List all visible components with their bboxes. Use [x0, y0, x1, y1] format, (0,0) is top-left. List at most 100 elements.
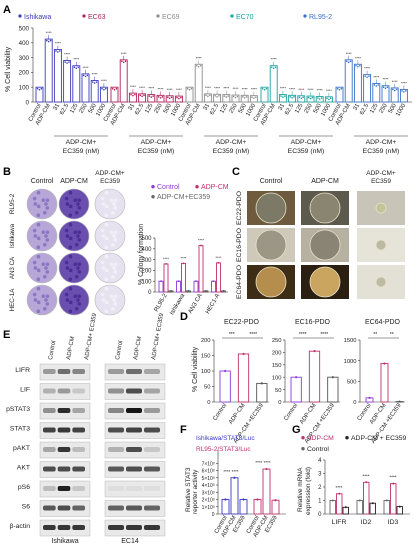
panel-a-legend: Ishikawa EC63 EC69 EC70 RL95-2 — [18, 14, 332, 21]
b-dot-1-1 — [182, 262, 185, 265]
b-colony-0-0-0 — [44, 202, 48, 206]
legend-label-a-4: RL95-2 — [309, 14, 332, 21]
a-xlabel-2-3: 62.5 — [209, 102, 220, 116]
a-ytick-label-3: 300 — [19, 55, 30, 62]
a-dot-3-1-2 — [274, 66, 277, 69]
g-dot-0-0 — [331, 499, 334, 502]
e-band-7-0-1 — [57, 505, 71, 511]
a-star-2-1: **** — [196, 56, 202, 60]
a-dot-1-4-0 — [148, 95, 151, 97]
a-bar-1-0 — [110, 86, 119, 103]
b-bar-1-1 — [181, 262, 186, 293]
g-bar-1-2 — [369, 502, 376, 515]
b-colony-2-0-5 — [33, 266, 38, 270]
b-colony-1-1-6 — [64, 228, 69, 233]
a-dot-0-0-2 — [40, 87, 43, 90]
b-colony-3-1-1 — [77, 302, 82, 306]
a-dot-2-3-1 — [216, 96, 218, 98]
b-star-2: **** — [198, 239, 204, 243]
e-blot-bg-6-1 — [104, 480, 166, 498]
d-star2-0: **** — [249, 332, 257, 338]
a-dot-1-1-1 — [122, 61, 125, 64]
e-band-4-1-1 — [126, 447, 142, 452]
legend-label-a-1: EC63 — [88, 14, 106, 21]
b-colony-1-0-0 — [44, 234, 48, 238]
panel-letter-b: B — [3, 166, 11, 178]
b-bar-2-1 — [198, 245, 204, 293]
panel-letter-f: F — [180, 424, 187, 436]
a-dot-1-0-0 — [111, 87, 114, 90]
a-dot-0-1-0 — [46, 39, 48, 42]
b-bar-0-1 — [163, 263, 169, 293]
e-band-8-0-1 — [57, 525, 71, 530]
a-dot-3-7-1 — [328, 98, 330, 101]
a-xlabel-4-6: 500 — [388, 102, 399, 114]
e-band-2-1-0 — [108, 408, 124, 413]
c-organoid-0-0 — [255, 192, 287, 224]
a-dot-0-4-2 — [77, 66, 79, 69]
a-bar-3-0 — [260, 86, 269, 103]
g-dot-1-1 — [365, 481, 368, 484]
d-title-0: EC22-PDO — [224, 319, 260, 326]
a-dot-1-4-1 — [150, 96, 153, 98]
e-band-4-0-0 — [43, 447, 56, 452]
d-ytick-label-1-1: 50 — [275, 388, 281, 394]
e-band-3-1-1 — [126, 427, 142, 433]
b-well-2-2 — [94, 252, 126, 284]
b-colony-0-1-8 — [73, 198, 78, 203]
e-band-7-1-1 — [126, 505, 142, 511]
b-colony-0-1-1 — [77, 206, 82, 210]
e-band-7-1-0 — [108, 505, 124, 511]
panel-b-xlabels: RL95-2 Ishikawa AN3 CA HEC1-A — [154, 292, 222, 316]
g-legend-dot-1 — [345, 436, 349, 440]
a-dot-4-2-1 — [357, 65, 359, 68]
g-bar-1-1 — [363, 481, 370, 515]
a-bar-4-0 — [335, 86, 344, 103]
a-dot-2-5-1 — [234, 96, 237, 99]
panel-a-cell-viability: Ishikawa EC63 EC69 EC70 RL95-2 0 100 200 300 400… — [5, 14, 412, 155]
a-dot-4-0-0 — [336, 87, 339, 90]
a-star-0-4: **** — [73, 58, 79, 62]
a-group-bottom-3: EC359 (nM) — [288, 148, 325, 155]
a-dot-1-6-1 — [168, 97, 171, 100]
legend-dot-a-0 — [18, 14, 22, 18]
a-dot-0-4-1 — [75, 67, 78, 70]
a-xlabel-3-4: 125 — [294, 102, 305, 114]
e-band-1-1-0 — [108, 388, 124, 394]
g-legend-label-2: Control — [307, 446, 329, 453]
a-dot-0-1-1 — [47, 40, 50, 43]
b-colony-1-1-7 — [68, 222, 73, 227]
f-dot-1-1 — [265, 467, 268, 471]
e-band-8-1-0 — [108, 525, 124, 530]
c-organoid-1-1 — [309, 229, 341, 261]
a-dot-0-4-0 — [73, 66, 76, 69]
d-bar-1-0 — [290, 376, 302, 403]
f-ytick-label-3: 3×10³ — [202, 490, 215, 496]
b-well-0-0 — [26, 188, 58, 220]
a-star-2-5: **** — [233, 87, 239, 91]
b-colony-3-1-8 — [73, 294, 78, 299]
b-colony-3-2-2 — [111, 306, 115, 311]
b-colony-0-1-0 — [76, 202, 80, 206]
e-band-1-0-0 — [43, 388, 56, 394]
panel-e-blots: LIFR LIF pSTAT3 STAT3 pAKT AKT pS6 S6 β-actin — [6, 363, 166, 537]
b-colony-3-1-7 — [68, 286, 73, 291]
b-dot-2-0 — [195, 280, 197, 283]
e-protein-4: pAKT — [13, 445, 30, 452]
e-lane-label-5: ADP-CM+ EC359 — [151, 312, 165, 360]
b-colony-1-0-8 — [41, 230, 46, 235]
a-star-1-5: **** — [158, 87, 164, 91]
b-dot-2-2 — [205, 290, 207, 292]
b-colony-1-1-8 — [73, 230, 78, 235]
d-star1-1: **** — [299, 332, 307, 338]
a-bar-4-1 — [344, 59, 353, 103]
panel-letter-g: G — [292, 424, 301, 436]
b-colony-3-0-9 — [45, 294, 50, 299]
b-colony-2-1-8 — [73, 262, 78, 267]
b-colony-2-2-9 — [113, 262, 118, 267]
b-colony-1-1-1 — [77, 238, 82, 242]
b-well-1-1 — [58, 220, 90, 252]
g-bar-0-0 — [329, 500, 336, 515]
e-band-7-0-0 — [43, 505, 56, 511]
g-dot-1-2 — [371, 502, 374, 505]
